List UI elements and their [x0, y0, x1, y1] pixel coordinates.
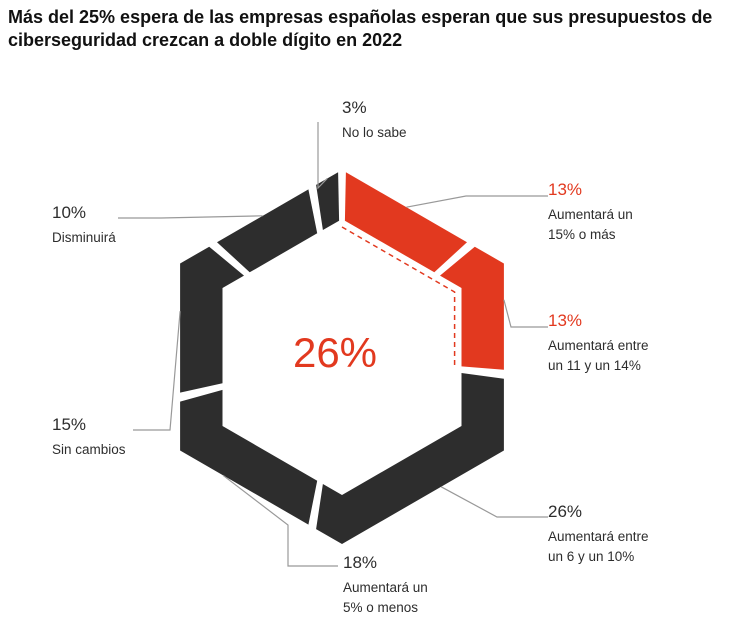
slice-category-label: Aumentará entre [548, 529, 649, 544]
highlight-guide-line [341, 226, 456, 369]
leader-line-1 [406, 195, 548, 208]
leader-line-5 [133, 311, 181, 431]
center-total-label: 26% [293, 329, 377, 376]
slice-1 [344, 172, 467, 273]
slice-4 [180, 389, 318, 525]
leader-line-4 [222, 474, 338, 567]
slice-7 [316, 172, 340, 230]
slice-category-label: un 6 y un 10% [548, 549, 634, 564]
slice-value-label: 13% [548, 311, 582, 330]
leader-line-7 [317, 122, 328, 190]
slice-2 [440, 246, 504, 370]
slice-value-label: 18% [343, 553, 377, 572]
slice-category-label: Aumentará entre [548, 338, 649, 353]
slice-category-label: Aumentará un [548, 207, 633, 222]
leader-line-3 [440, 486, 548, 518]
slice-5 [180, 246, 244, 393]
slice-value-label: 13% [548, 180, 582, 199]
slice-6 [217, 189, 318, 273]
slice-value-label: 15% [52, 415, 86, 434]
slice-3 [316, 373, 504, 544]
leader-line-6 [118, 215, 263, 219]
slice-category-label: No lo sabe [342, 125, 407, 140]
slice-category-label: un 11 y un 14% [548, 358, 641, 373]
slice-category-label: Aumentará un [343, 580, 428, 595]
slice-category-label: 15% o más [548, 227, 616, 242]
slice-category-label: Disminuirá [52, 230, 116, 245]
leader-line-2 [503, 299, 548, 328]
slice-category-label: Sin cambios [52, 442, 126, 457]
chart-title: Más del 25% espera de las empresas españ… [8, 7, 713, 50]
slice-value-label: 3% [342, 98, 367, 117]
slice-value-label: 10% [52, 203, 86, 222]
slice-category-label: 5% o menos [343, 600, 418, 615]
slice-value-label: 26% [548, 502, 582, 521]
